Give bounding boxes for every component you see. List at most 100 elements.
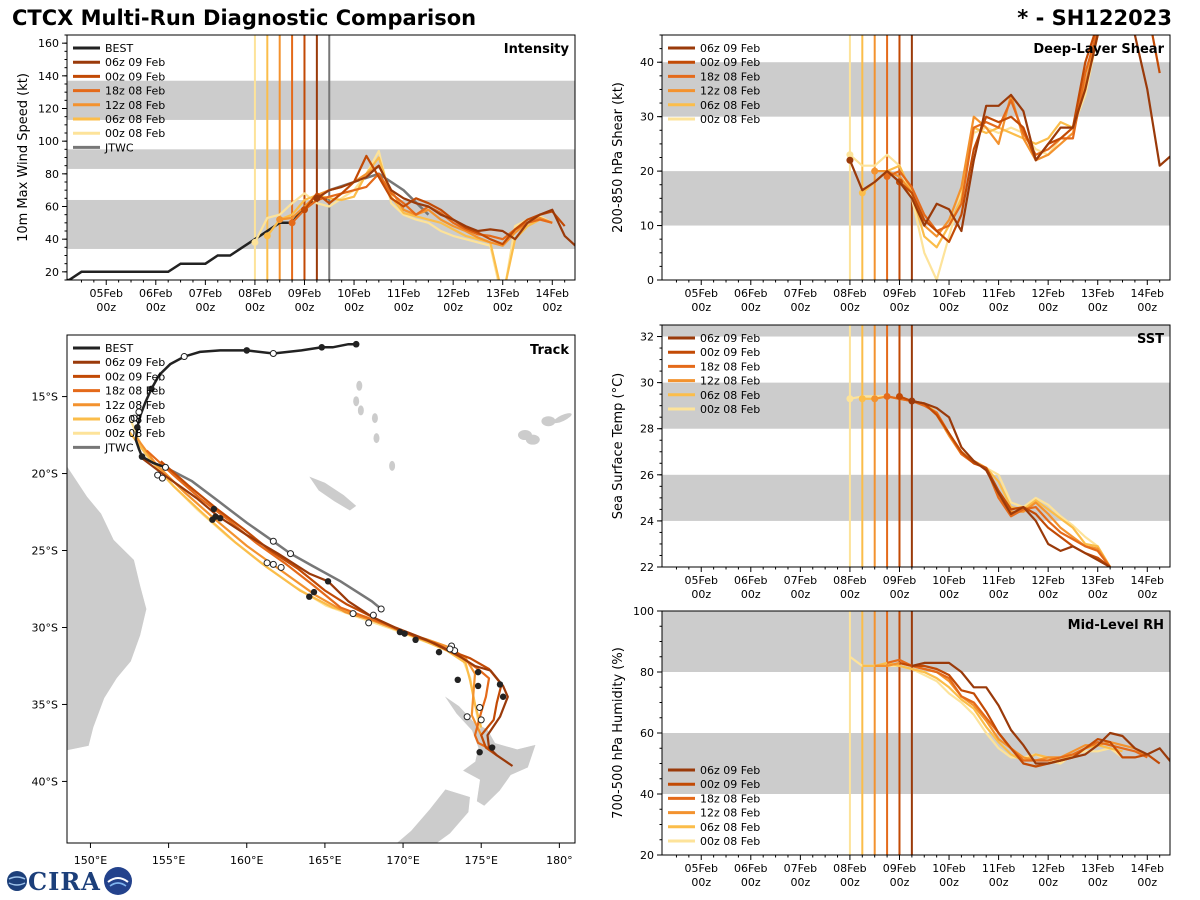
series-line: [848, 35, 1170, 233]
legend-label: 00z 08 Feb: [105, 427, 165, 440]
y-tick-label: 40: [640, 788, 654, 801]
forecast-track-line: [141, 457, 514, 767]
panel-plot-area: [662, 325, 1170, 567]
x-tick-label: 12Feb: [1031, 862, 1064, 875]
jtwc-open-point: [377, 605, 385, 613]
forecast-track-line: [128, 431, 483, 728]
panel-mid-level-rh: 2040608010005Feb00z06Feb00z07Feb00z08Feb…: [611, 605, 1171, 889]
lat-tick-label: 40°S: [32, 775, 58, 788]
x-tick-label: 00z: [741, 876, 761, 889]
track-open-marker: [277, 563, 285, 571]
reference-band: [662, 325, 1170, 337]
series-init-marker: [263, 232, 271, 240]
legend-label: 06z 09 Feb: [105, 56, 165, 69]
satellite-badge-icon: [103, 867, 132, 895]
x-tick-label: 00z: [741, 588, 761, 601]
series-init-marker: [846, 151, 854, 159]
x-tick-label: 08Feb: [833, 574, 866, 587]
legend-label: 12z 08 Feb: [700, 375, 760, 388]
series-line: [911, 400, 1111, 567]
lon-tick-label: 175°E: [464, 854, 497, 867]
track-open-marker: [263, 559, 271, 567]
reference-band: [662, 611, 1170, 672]
jtwc-track-line: [164, 466, 382, 610]
reference-band: [662, 382, 1170, 429]
y-tick-label: 26: [640, 469, 654, 482]
y-tick-label: 40: [640, 56, 654, 69]
x-tick-label: 08Feb: [238, 287, 271, 300]
x-tick-label: 00z: [989, 301, 1009, 314]
x-tick-label: 00z: [840, 876, 860, 889]
track-day-marker: [488, 744, 496, 751]
x-tick-label: 00z: [989, 876, 1009, 889]
y-axis-label: Sea Surface Temp (°C): [611, 373, 626, 520]
track-open-marker: [476, 704, 484, 712]
jtwc-open-point: [269, 537, 277, 545]
reference-band: [662, 733, 1170, 794]
track-open-marker: [365, 619, 373, 627]
legend-label: 00z 09 Feb: [700, 346, 760, 359]
track-day-marker: [210, 505, 218, 513]
x-tick-label: 07Feb: [784, 862, 817, 875]
x-tick-label: 06Feb: [734, 862, 767, 875]
legend-label: 00z 08 Feb: [700, 113, 760, 126]
series-init-marker: [883, 173, 891, 181]
legend-label: 18z 08 Feb: [700, 792, 760, 805]
track-open-marker: [349, 610, 357, 618]
x-tick-label: 00z: [542, 301, 562, 314]
y-tick-label: 80: [640, 666, 654, 679]
legend-label: JTWC: [104, 441, 134, 454]
lat-tick-label: 15°S: [32, 391, 58, 404]
x-tick-label: 00z: [493, 301, 513, 314]
x-tick-label: 00z: [840, 301, 860, 314]
series-init-marker: [871, 395, 879, 403]
y-tick-label: 32: [640, 331, 654, 344]
track-day-marker: [474, 668, 482, 676]
y-tick-label: 60: [45, 201, 59, 214]
track-open-marker: [446, 645, 454, 653]
storm-id: * - SH122023: [1017, 6, 1172, 30]
y-tick-label: 20: [640, 849, 654, 862]
series-init-marker: [300, 206, 308, 214]
x-tick-label: 00z: [1137, 876, 1157, 889]
best-track-open-point: [269, 349, 277, 357]
x-tick-label: 13Feb: [486, 287, 519, 300]
x-tick-label: 00z: [790, 301, 810, 314]
x-tick-label: 09Feb: [883, 574, 916, 587]
x-tick-label: 13Feb: [1081, 287, 1114, 300]
forecast-track-line: [134, 435, 483, 736]
x-tick-label: 08Feb: [833, 862, 866, 875]
y-tick-label: 30: [640, 111, 654, 124]
best-track-point: [318, 344, 326, 351]
legend-label: 06z 08 Feb: [700, 821, 760, 834]
x-tick-label: 12Feb: [1031, 287, 1064, 300]
x-tick-label: 00z: [1088, 301, 1108, 314]
legend-label: BEST: [105, 342, 133, 355]
best-track-point: [134, 424, 141, 431]
series-line: [303, 154, 566, 246]
legend-label: 18z 08 Feb: [700, 360, 760, 373]
track-day-marker: [310, 588, 318, 596]
series-init-marker: [895, 392, 903, 400]
best-track-line: [67, 197, 330, 280]
series-line: [316, 164, 575, 247]
x-tick-label: 14Feb: [1131, 287, 1164, 300]
lon-tick-label: 165°E: [308, 854, 341, 867]
legend-label: 18z 08 Feb: [700, 70, 760, 83]
series-line: [899, 661, 1161, 768]
y-tick-label: 80: [45, 168, 59, 181]
x-tick-label: 05Feb: [684, 287, 717, 300]
x-tick-label: 14Feb: [1131, 862, 1164, 875]
y-tick-label: 60: [640, 727, 654, 740]
track-day-marker: [496, 681, 504, 688]
x-tick-label: 00z: [1038, 588, 1058, 601]
track-day-marker: [412, 636, 419, 643]
y-axis-label: 200-850 hPa Shear (kt): [611, 82, 626, 233]
legend-label: 06z 09 Feb: [700, 764, 760, 777]
x-tick-label: 00z: [146, 301, 166, 314]
legend-label: 00z 09 Feb: [700, 56, 760, 69]
lon-tick-label: 150°E: [74, 854, 107, 867]
x-tick-label: 00z: [1088, 876, 1108, 889]
reference-band: [67, 149, 575, 169]
vanuatu-island: [389, 460, 396, 471]
